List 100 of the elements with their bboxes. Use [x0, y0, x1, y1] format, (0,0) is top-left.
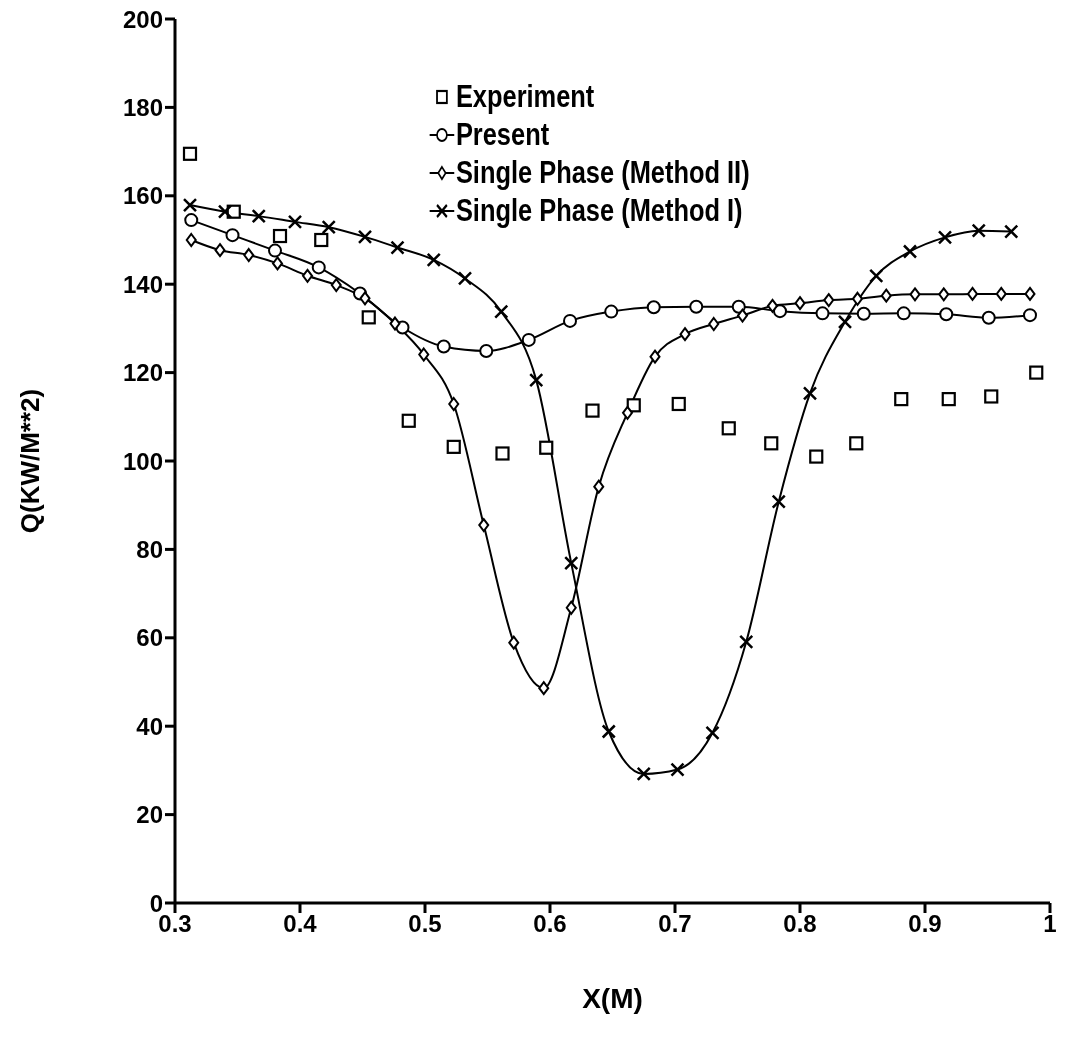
point	[184, 213, 199, 228]
point	[495, 446, 510, 461]
point	[479, 343, 494, 358]
point	[773, 304, 787, 319]
point	[981, 310, 996, 325]
point	[272, 228, 288, 244]
point	[357, 229, 373, 245]
point	[856, 306, 871, 321]
x-tick-label: 0.5	[408, 910, 442, 938]
point	[764, 436, 779, 451]
point	[909, 287, 921, 302]
point	[529, 372, 544, 388]
y-tick-label: 80	[136, 535, 163, 563]
point	[705, 725, 720, 741]
point	[767, 298, 778, 313]
point	[689, 299, 704, 314]
point	[601, 724, 616, 739]
y-tick-label: 120	[122, 359, 163, 387]
y-tick-label: 200	[122, 5, 163, 33]
point	[182, 197, 198, 213]
point	[823, 293, 835, 308]
point	[880, 288, 892, 303]
point	[941, 392, 956, 407]
point	[794, 296, 806, 311]
x-tick-label: 0.4	[283, 910, 318, 938]
point	[314, 232, 329, 248]
point	[564, 555, 579, 571]
point	[521, 332, 536, 347]
point	[708, 316, 720, 331]
point	[478, 518, 490, 533]
point	[937, 230, 953, 245]
point	[902, 244, 918, 259]
point	[361, 310, 376, 325]
point	[418, 347, 430, 362]
point	[995, 286, 1007, 301]
point	[214, 243, 226, 258]
legend-label: Single Phase (Method II)	[455, 155, 750, 191]
point	[359, 291, 371, 306]
x-tick-label: 0.9	[908, 910, 942, 938]
y-tick-label: 60	[136, 624, 163, 652]
point	[636, 766, 651, 782]
point	[1023, 308, 1037, 323]
point	[815, 306, 830, 321]
point	[185, 233, 197, 247]
point	[971, 223, 986, 238]
point	[563, 313, 577, 328]
point	[967, 286, 978, 301]
point	[894, 392, 909, 407]
legend-label: Single Phase (Method I)	[455, 193, 743, 229]
point	[721, 421, 736, 436]
legend-label: Present	[455, 117, 550, 153]
x-tick-label: 0.7	[658, 910, 692, 938]
point	[494, 304, 509, 319]
point	[679, 327, 691, 342]
point	[389, 316, 401, 331]
y-tick-label: 40	[136, 712, 163, 740]
y-tick-label: 180	[122, 93, 163, 121]
y-tick-label: 140	[122, 270, 163, 298]
point	[837, 314, 853, 330]
point	[849, 436, 864, 451]
point	[390, 240, 405, 255]
point	[508, 635, 520, 650]
point	[448, 396, 460, 411]
x-tick-label: 0.8	[783, 910, 817, 938]
point	[251, 208, 266, 224]
point	[401, 413, 416, 428]
point	[287, 214, 303, 230]
point	[1024, 286, 1036, 301]
point	[737, 308, 748, 323]
point	[646, 300, 661, 315]
point	[272, 256, 283, 271]
y-axis-title: Q(KW/M**2)	[15, 388, 46, 534]
point	[585, 403, 600, 418]
point	[268, 243, 282, 258]
point	[302, 268, 313, 283]
y-tick-label: 20	[136, 801, 163, 829]
point	[426, 252, 441, 268]
point	[809, 449, 824, 464]
point	[670, 762, 685, 777]
point	[538, 681, 550, 696]
point	[984, 389, 999, 404]
point	[446, 439, 461, 454]
point	[321, 219, 336, 235]
point	[939, 307, 954, 322]
point	[604, 304, 619, 319]
x-axis-title: X(M)	[582, 983, 643, 1014]
point	[436, 339, 451, 354]
point	[330, 278, 342, 293]
point	[852, 291, 863, 306]
point	[649, 349, 661, 364]
point	[243, 248, 255, 263]
point	[739, 634, 754, 650]
point	[1029, 365, 1044, 380]
point	[217, 204, 233, 219]
x-tick-label: 1	[1043, 910, 1057, 938]
legend-label: Experiment	[455, 79, 595, 115]
point	[771, 494, 786, 509]
point	[802, 386, 818, 401]
point	[622, 405, 633, 420]
point	[182, 146, 198, 161]
